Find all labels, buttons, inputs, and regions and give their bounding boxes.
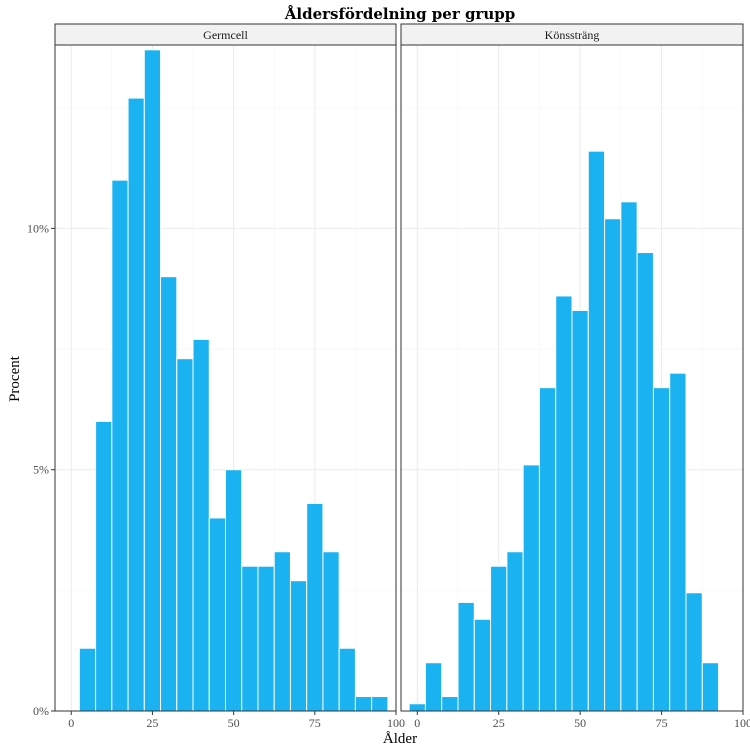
histogram-bar: [604, 218, 622, 712]
x-tick-label: 75: [656, 716, 668, 730]
histogram-bar: [176, 358, 194, 712]
histogram-bar: [289, 580, 308, 712]
x-tick-label: 100: [387, 716, 405, 730]
facet-panel: Germcell 0 25 50 75 100 0% 5% 10%: [27, 23, 405, 730]
histogram-bar: [257, 565, 275, 712]
histogram-bar: [143, 49, 162, 712]
histogram-bar: [160, 276, 178, 712]
x-tick-label: 25: [493, 716, 505, 730]
panels-layer: Germcell 0 25 50 75 100 0% 5% 10% Könssträng 0 25 50…: [27, 23, 750, 730]
histogram-bar: [225, 469, 243, 712]
histogram-bar: [555, 295, 573, 712]
histogram-bar: [322, 551, 340, 712]
histogram-bar: [95, 420, 113, 712]
histogram-bar: [338, 647, 356, 712]
histogram-bar: [685, 592, 703, 712]
histogram-bar: [669, 372, 687, 712]
x-axis-title: Ålder: [383, 731, 417, 747]
panel-border: [54, 44, 397, 712]
histogram-bar: [241, 565, 259, 712]
histogram-bar: [636, 252, 654, 712]
x-tick-label: 25: [146, 716, 158, 730]
histogram-bar: [192, 338, 210, 712]
histogram-bar: [473, 618, 492, 712]
histogram-bar: [127, 97, 145, 712]
histogram-bar: [424, 662, 443, 712]
facet-strip-label: Könssträng: [545, 28, 600, 42]
y-tick-label: 5%: [33, 463, 49, 477]
histogram-bar: [506, 551, 524, 712]
histogram-bar: [441, 696, 459, 712]
x-tick-label: 75: [309, 716, 321, 730]
y-tick-label: 0%: [33, 704, 49, 718]
x-tick-label: 0: [68, 716, 74, 730]
facet-panel: Könssträng 0 25 50 75 100: [400, 23, 750, 730]
x-tick-label: 50: [574, 716, 586, 730]
histogram-bar: [538, 387, 557, 712]
histogram-bar: [701, 662, 720, 712]
histogram-bar: [208, 517, 226, 712]
histogram-bar: [522, 464, 540, 712]
histogram-bar: [620, 201, 638, 712]
histogram-bar: [354, 696, 373, 712]
y-axis-title: Procent: [7, 355, 23, 402]
y-tick-label: 10%: [27, 221, 49, 235]
x-tick-label: 0: [414, 716, 420, 730]
x-tick-label: 50: [228, 716, 240, 730]
histogram-bar: [371, 696, 389, 712]
histogram-bar: [306, 502, 324, 712]
histogram-bar: [111, 179, 129, 712]
x-tick-label: 100: [734, 716, 750, 730]
histogram-bar: [273, 551, 291, 712]
histogram-bar: [78, 647, 97, 712]
histogram-bar: [490, 565, 508, 712]
panel-border: [400, 44, 744, 712]
histogram-bar: [408, 703, 426, 712]
facet-strip-label: Germcell: [203, 28, 248, 42]
histogram-bar: [652, 387, 671, 712]
histogram-bar: [587, 150, 606, 712]
histogram-bar: [571, 309, 589, 712]
chart-title: Åldersfördelning per grupp: [284, 5, 515, 23]
histogram-bar: [457, 601, 475, 712]
